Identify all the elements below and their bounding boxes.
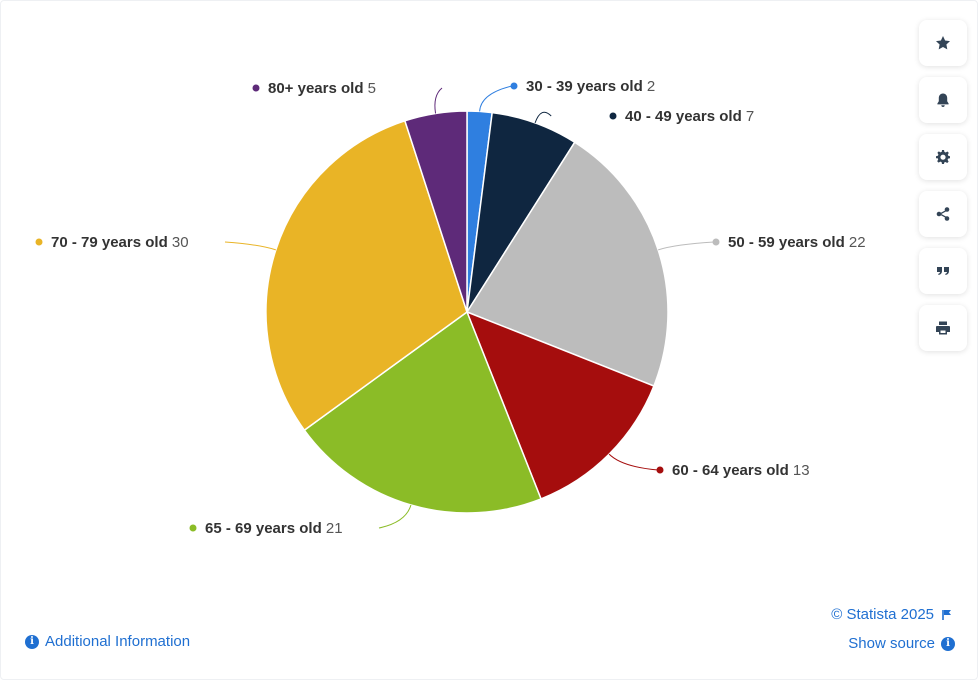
slice-label-name: 30 - 39 years old xyxy=(526,78,647,95)
slice-label-value: 7 xyxy=(746,108,754,125)
pie-chart: 30 - 39 years old 2 40 - 49 years old 7 50… xyxy=(35,78,866,537)
slice-label-name: 60 - 64 years old xyxy=(672,462,793,479)
slice-label-value: 2 xyxy=(647,78,655,95)
info-icon: i xyxy=(25,634,39,649)
slice-label-name: 65 - 69 years old xyxy=(205,520,326,537)
slice-connector xyxy=(534,111,552,124)
notification-button[interactable] xyxy=(919,77,967,123)
additional-information-label: Additional Information xyxy=(45,633,191,650)
slice-connector xyxy=(658,241,715,251)
pie-slice[interactable] xyxy=(403,110,468,313)
slice-label-name: 50 - 59 years old xyxy=(728,234,849,251)
slice-label-value: 5 xyxy=(368,80,376,97)
pie-slice[interactable] xyxy=(465,310,655,500)
legend-dot xyxy=(35,238,43,246)
slice-label: 70 - 79 years old 30 xyxy=(51,234,189,251)
slice-label-value: 13 xyxy=(793,462,810,479)
slice-label-value: 22 xyxy=(849,234,866,251)
copyright[interactable]: © Statista 2025 xyxy=(831,606,952,623)
additional-information-link[interactable]: i Additional Information xyxy=(25,633,190,650)
settings-button[interactable] xyxy=(919,134,967,180)
slice-label: 50 - 59 years old 22 xyxy=(728,234,866,251)
print-button[interactable] xyxy=(919,305,967,351)
slice-label: 30 - 39 years old 2 xyxy=(526,78,655,95)
slice-connector xyxy=(434,87,443,114)
flag-icon xyxy=(942,609,951,620)
favorite-button[interactable] xyxy=(919,20,967,66)
legend-dot xyxy=(609,112,617,120)
slice-label-name: 70 - 79 years old xyxy=(51,234,172,251)
legend-dot xyxy=(656,466,664,474)
slice-connector xyxy=(479,85,513,112)
legend-dot xyxy=(712,238,720,246)
slice-label: 65 - 69 years old 21 xyxy=(205,520,343,537)
show-source-link[interactable]: Show source i xyxy=(848,635,955,652)
share-button[interactable] xyxy=(919,191,967,237)
copyright-label: © Statista 2025 xyxy=(831,606,934,623)
slice-label: 40 - 49 years old 7 xyxy=(625,108,754,125)
bell-icon xyxy=(937,93,949,107)
print-icon xyxy=(936,321,950,335)
slice-label-value: 30 xyxy=(172,234,189,251)
legend-dot xyxy=(189,524,197,532)
star-icon xyxy=(936,36,950,50)
legend-dot xyxy=(252,84,260,92)
share-icon xyxy=(936,207,950,221)
pie-slice[interactable] xyxy=(303,310,542,514)
slice-label-value: 21 xyxy=(326,520,343,537)
slice-connector xyxy=(224,241,276,251)
slice-label-name: 40 - 49 years old xyxy=(625,108,746,125)
quote-icon xyxy=(937,267,949,275)
show-source-label: Show source xyxy=(848,635,935,652)
gear-icon xyxy=(936,150,950,164)
slice-label-name: 80+ years old xyxy=(268,80,368,97)
legend-dot xyxy=(510,82,518,90)
pie-slice[interactable] xyxy=(465,141,669,387)
cite-button[interactable] xyxy=(919,248,967,294)
source-info-icon: i xyxy=(941,636,955,651)
slice-label: 60 - 64 years old 13 xyxy=(672,462,810,479)
slice-connector xyxy=(378,504,412,529)
slice-label: 80+ years old 5 xyxy=(268,80,376,97)
slice-connector xyxy=(608,453,659,471)
pie-slice[interactable] xyxy=(265,119,468,432)
